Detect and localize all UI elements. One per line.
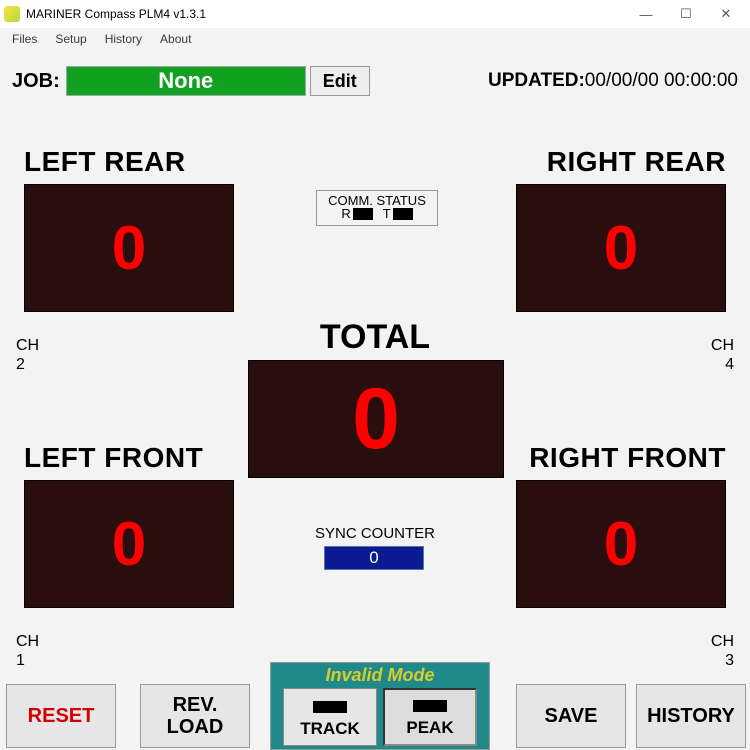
right-front-ch: CH 3 [711,632,734,670]
peak-button[interactable]: PEAK [383,688,477,746]
track-led [313,701,347,713]
reset-button[interactable]: RESET [6,684,116,748]
save-button[interactable]: SAVE [516,684,626,748]
comm-status-panel: COMM. STATUS R T [316,190,438,226]
mode-panel: Invalid Mode TRACK PEAK [270,662,490,750]
maximize-button[interactable]: ☐ [666,2,706,26]
menu-setup[interactable]: Setup [47,30,94,48]
minimize-button[interactable]: — [626,2,666,26]
edit-button[interactable]: Edit [310,66,370,96]
comm-t-indicator: T [383,206,413,221]
history-button[interactable]: HISTORY [636,684,746,748]
mode-title: Invalid Mode [271,663,489,686]
total-label: TOTAL [0,318,750,357]
rev-load-button[interactable]: REV. LOAD [140,684,250,748]
left-front-label: LEFT FRONT [24,442,203,474]
menu-history[interactable]: History [97,30,150,48]
menu-about[interactable]: About [152,30,199,48]
right-front-readout: 0 [516,480,726,608]
job-row: JOB: None Edit UPDATED:00/00/00 00:00:00 [12,66,738,96]
right-front-label: RIGHT FRONT [529,442,726,474]
main-content: JOB: None Edit UPDATED:00/00/00 00:00:00… [0,50,750,750]
close-button[interactable]: ✕ [706,2,746,26]
right-rear-readout: 0 [516,184,726,312]
comm-r-led [353,208,373,220]
left-rear-readout: 0 [24,184,234,312]
left-front-ch: CH 1 [16,632,39,670]
app-icon [4,6,20,22]
updated-display: UPDATED:00/00/00 00:00:00 [488,70,738,92]
comm-t-led [393,208,413,220]
comm-status-title: COMM. STATUS [321,193,433,208]
comm-r-indicator: R [341,206,372,221]
menu-files[interactable]: Files [4,30,45,48]
updated-value: 00/00/00 00:00:00 [585,70,738,91]
menu-bar: Files Setup History About [0,28,750,50]
job-label: JOB: [12,70,60,93]
job-field[interactable]: None [66,66,306,96]
left-front-readout: 0 [24,480,234,608]
window-titlebar: MARINER Compass PLM4 v1.3.1 — ☐ ✕ [0,0,750,28]
total-readout: 0 [248,360,504,478]
updated-label: UPDATED: [488,70,585,91]
left-rear-label: LEFT REAR [24,146,186,178]
peak-led [413,700,447,712]
sync-counter-value: 0 [324,546,424,570]
right-rear-label: RIGHT REAR [547,146,726,178]
window-title: MARINER Compass PLM4 v1.3.1 [26,7,206,21]
sync-counter-label: SYNC COUNTER [0,525,750,542]
track-button[interactable]: TRACK [283,688,377,746]
